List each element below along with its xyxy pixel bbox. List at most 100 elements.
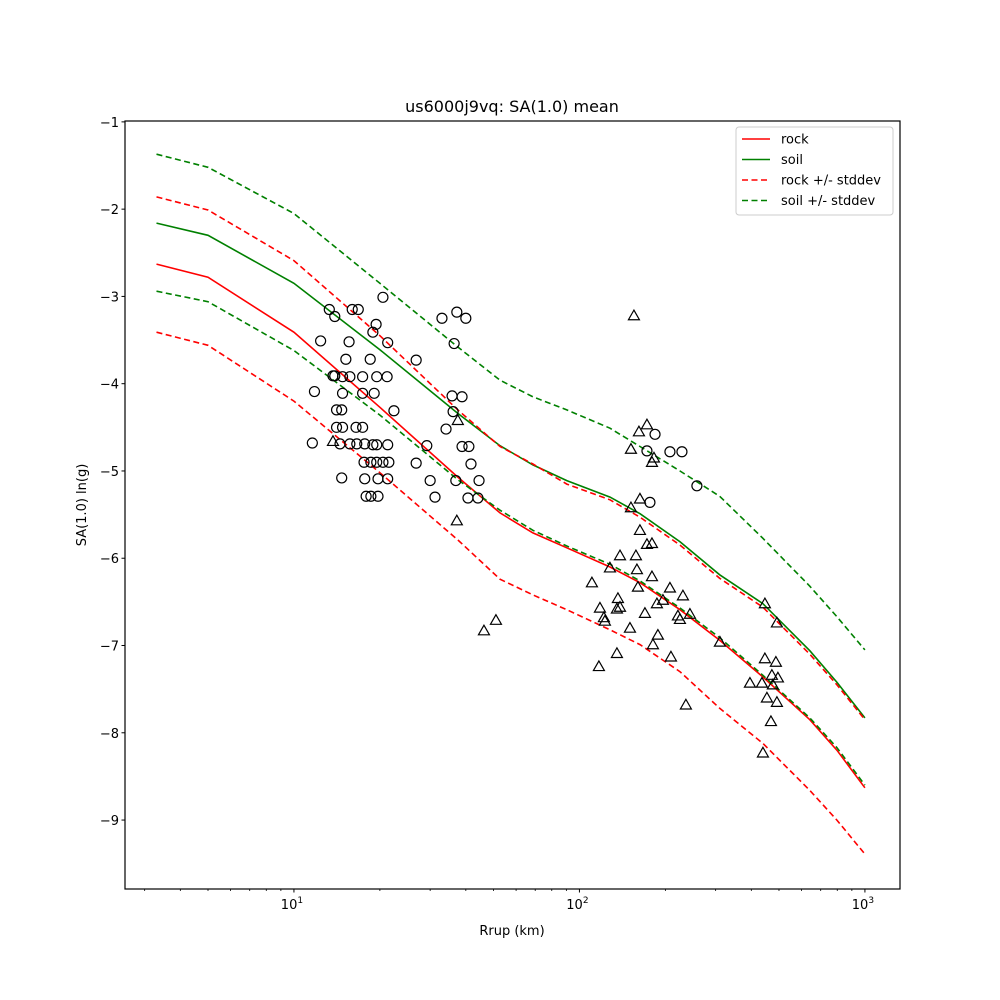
y-tick-label: −5: [100, 465, 119, 480]
data-point-triangle: [627, 308, 641, 321]
data-point-circle: [357, 387, 369, 399]
data-point-triangle: [683, 607, 697, 619]
data-point-circle: [359, 473, 371, 485]
data-point-triangle: [640, 537, 654, 549]
data-point-triangle: [613, 548, 627, 561]
data-point-circle: [460, 312, 472, 324]
plot-content: [156, 153, 866, 855]
series-line-soil-stddev-5: [156, 290, 866, 786]
data-point-circle: [344, 438, 356, 450]
data-point-circle: [372, 490, 384, 502]
data-point-circle: [367, 439, 379, 451]
data-point-triangle: [771, 671, 785, 683]
data-point-triangle: [679, 698, 693, 710]
data-point-circle: [456, 391, 468, 403]
data-point-triangle: [645, 569, 659, 582]
data-point-triangle: [613, 600, 627, 612]
data-point-triangle: [624, 500, 638, 513]
data-point-circle: [371, 439, 383, 451]
data-point-circle: [336, 387, 349, 399]
chart-title: us6000j9vq: SA(1.0) mean: [405, 97, 619, 116]
y-tick-label: −7: [100, 640, 119, 655]
data-point-triangle: [743, 676, 757, 688]
data-point-triangle: [450, 513, 464, 526]
series-line-soil-1: [156, 222, 866, 719]
data-point-circle: [382, 439, 394, 451]
y-axis-label: SA(1.0) ln(g): [75, 464, 90, 547]
data-point-triangle: [656, 593, 670, 605]
data-point-triangle: [632, 424, 646, 437]
data-point-triangle: [760, 691, 774, 703]
series-line-rock-stddev-3: [156, 331, 866, 855]
data-point-triangle: [633, 492, 647, 504]
data-point-triangle: [758, 596, 772, 609]
data-point-triangle: [673, 612, 687, 625]
data-point-triangle: [638, 606, 652, 618]
x-tick-base: 10: [281, 898, 298, 913]
data-point-circle: [691, 480, 703, 492]
data-point-circle: [329, 370, 341, 382]
data-point-circle: [343, 336, 355, 348]
data-point-circle: [346, 303, 358, 316]
y-tick-label: −3: [100, 290, 119, 305]
data-point-circle: [676, 446, 688, 458]
data-point-triangle: [640, 417, 654, 430]
data-point-triangle: [592, 659, 606, 672]
data-point-circle: [365, 490, 377, 502]
data-point-circle: [336, 371, 349, 383]
data-point-triangle: [610, 646, 624, 659]
data-point-circle: [358, 456, 370, 468]
data-point-circle: [641, 445, 653, 457]
plot-area: [156, 153, 866, 855]
data-point-circle: [450, 474, 462, 487]
data-point-triangle: [756, 746, 770, 758]
data-point-circle: [371, 456, 383, 468]
data-point-circle: [377, 291, 389, 303]
data-point-triangle: [326, 434, 340, 447]
data-point-circle: [359, 438, 371, 450]
data-point-circle: [472, 492, 484, 504]
x-tick-base: 10: [566, 898, 583, 913]
data-point-triangle: [597, 610, 611, 623]
data-point-circle: [351, 438, 363, 450]
data-point-circle: [377, 456, 389, 468]
data-point-triangle: [630, 562, 644, 575]
data-point-circle: [360, 490, 372, 502]
y-tick-label: −1: [100, 116, 119, 131]
data-point-circle: [451, 306, 463, 318]
data-point-triangle: [451, 413, 465, 426]
legend-label: soil: [781, 153, 803, 168]
data-point-triangle: [611, 591, 625, 604]
data-point-circle: [388, 405, 400, 417]
data-point-triangle: [633, 523, 647, 536]
data-point-circle: [381, 371, 393, 383]
data-point-circle: [329, 310, 341, 323]
data-point-circle: [315, 335, 327, 347]
data-point-triangle: [758, 651, 772, 664]
data-point-circle: [465, 458, 477, 470]
data-point-circle: [370, 318, 382, 330]
data-point-circle: [336, 472, 348, 484]
data-point-triangle: [624, 442, 638, 454]
data-point-circle: [350, 421, 362, 433]
y-tick-label: −6: [100, 552, 119, 567]
data-point-triangle: [676, 589, 690, 601]
data-point-circle: [649, 428, 661, 440]
data-point-circle: [357, 371, 369, 383]
data-point-triangle: [598, 614, 612, 626]
y-tick-label: −2: [100, 203, 119, 218]
legend: rock soil rock +/- stddev soil +/- stddev: [735, 126, 894, 216]
data-point-circle: [447, 406, 459, 418]
data-point-circle: [365, 456, 377, 468]
legend-label: rock: [781, 133, 809, 148]
data-point-triangle: [645, 455, 659, 467]
data-point-circle: [664, 446, 676, 458]
data-point-triangle: [770, 695, 784, 707]
x-tick-exponent: 2: [583, 896, 589, 906]
data-point-circle: [383, 456, 395, 468]
legend-label: rock +/- stddev: [781, 174, 881, 189]
data-point-triangle: [765, 668, 779, 680]
data-point-triangle: [650, 596, 664, 609]
axes-frame: [124, 120, 901, 890]
